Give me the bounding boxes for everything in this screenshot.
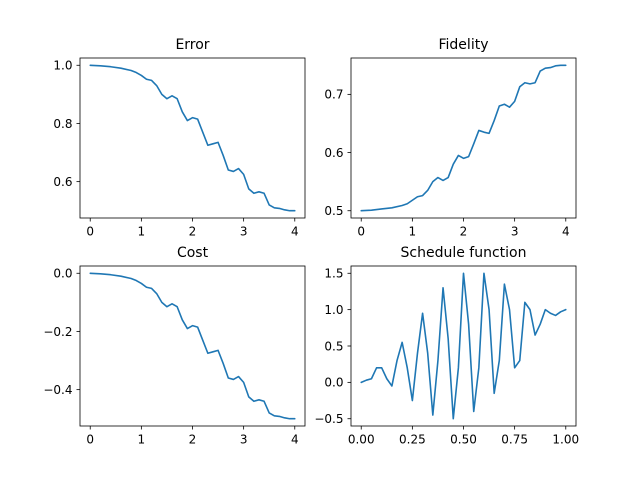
subplot-4-ytick-label: −0.5: [314, 412, 343, 426]
subplot-2-xtick-label: 1: [409, 225, 417, 239]
subplot-3-xtick-label: 0: [86, 433, 94, 447]
subplot-1-xtick-label: 3: [240, 225, 248, 239]
subplot-3-ytick-label: −0.4: [43, 383, 72, 397]
subplot-4-ytick-label: 0.5: [324, 339, 343, 353]
subplot-3-xtick-label: 4: [291, 433, 299, 447]
subplot-2-title: Fidelity: [439, 37, 489, 53]
subplot-4-ytick-label: 1.5: [324, 267, 343, 281]
subplot-2-ytick-label: 0.5: [324, 204, 343, 218]
subplot-2-xtick-label: 3: [511, 225, 519, 239]
subplot-4-xtick-label: 0.00: [348, 433, 375, 447]
subplot-3: 0 1 2 3 4 −0.4 −0.2 0.0 Cost: [43, 245, 306, 447]
subplot-2-ytick-label: 0.6: [324, 146, 343, 160]
subplot-1: 0 1 2 3 4 0.6 0.8 1.0 Error: [53, 37, 306, 239]
subplot-3-ytick-label: −0.2: [43, 325, 72, 339]
subplot-2-xtick-label: 2: [460, 225, 468, 239]
subplot-3-xtick-label: 2: [189, 433, 197, 447]
subplot-1-xtick-label: 2: [189, 225, 197, 239]
subplot-1-series-line: [89, 64, 296, 212]
subplot-2-xtick-label: 4: [562, 225, 570, 239]
subplot-4-xtick-label: 0.50: [450, 433, 477, 447]
subplot-4-ytick-label: 0.0: [324, 376, 343, 390]
subplot-4-xtick-label: 0.25: [399, 433, 426, 447]
subplot-1-xtick-label: 4: [291, 225, 299, 239]
subplot-4-series-line: [360, 272, 567, 420]
subplot-2: 0 1 2 3 4 0.5 0.6 0.7 Fidelity: [324, 37, 577, 239]
subplot-1-title: Error: [175, 37, 209, 53]
subplot-3-series-line: [89, 272, 296, 420]
subplot-3-xtick-label: 3: [240, 433, 248, 447]
subplot-1-ytick-label: 0.6: [53, 175, 72, 189]
subplot-4: 0.00 0.25 0.50 0.75 1.00 −0.5 0.0 0.5 1.0 1.5 Sche…: [314, 245, 579, 447]
subplot-1-xtick-label: 0: [86, 225, 94, 239]
subplot-1-ytick-label: 0.8: [53, 117, 72, 131]
subplot-1-ytick-label: 1.0: [53, 59, 72, 73]
subplot-2-series-line: [360, 64, 567, 212]
subplot-4-title: Schedule function: [401, 245, 527, 261]
subplot-2-ytick-label: 0.7: [324, 88, 343, 102]
subplot-4-xtick-label: 0.75: [501, 433, 528, 447]
subplot-1-xtick-label: 1: [138, 225, 146, 239]
subplot-3-xtick-label: 1: [138, 433, 146, 447]
subplot-4-ytick-label: 1.0: [324, 303, 343, 317]
subplot-4-xtick-label: 1.00: [552, 433, 579, 447]
subplot-3-title: Cost: [177, 245, 209, 261]
subplot-3-ytick-label: 0.0: [53, 267, 72, 281]
subplot-2-xtick-label: 0: [357, 225, 365, 239]
